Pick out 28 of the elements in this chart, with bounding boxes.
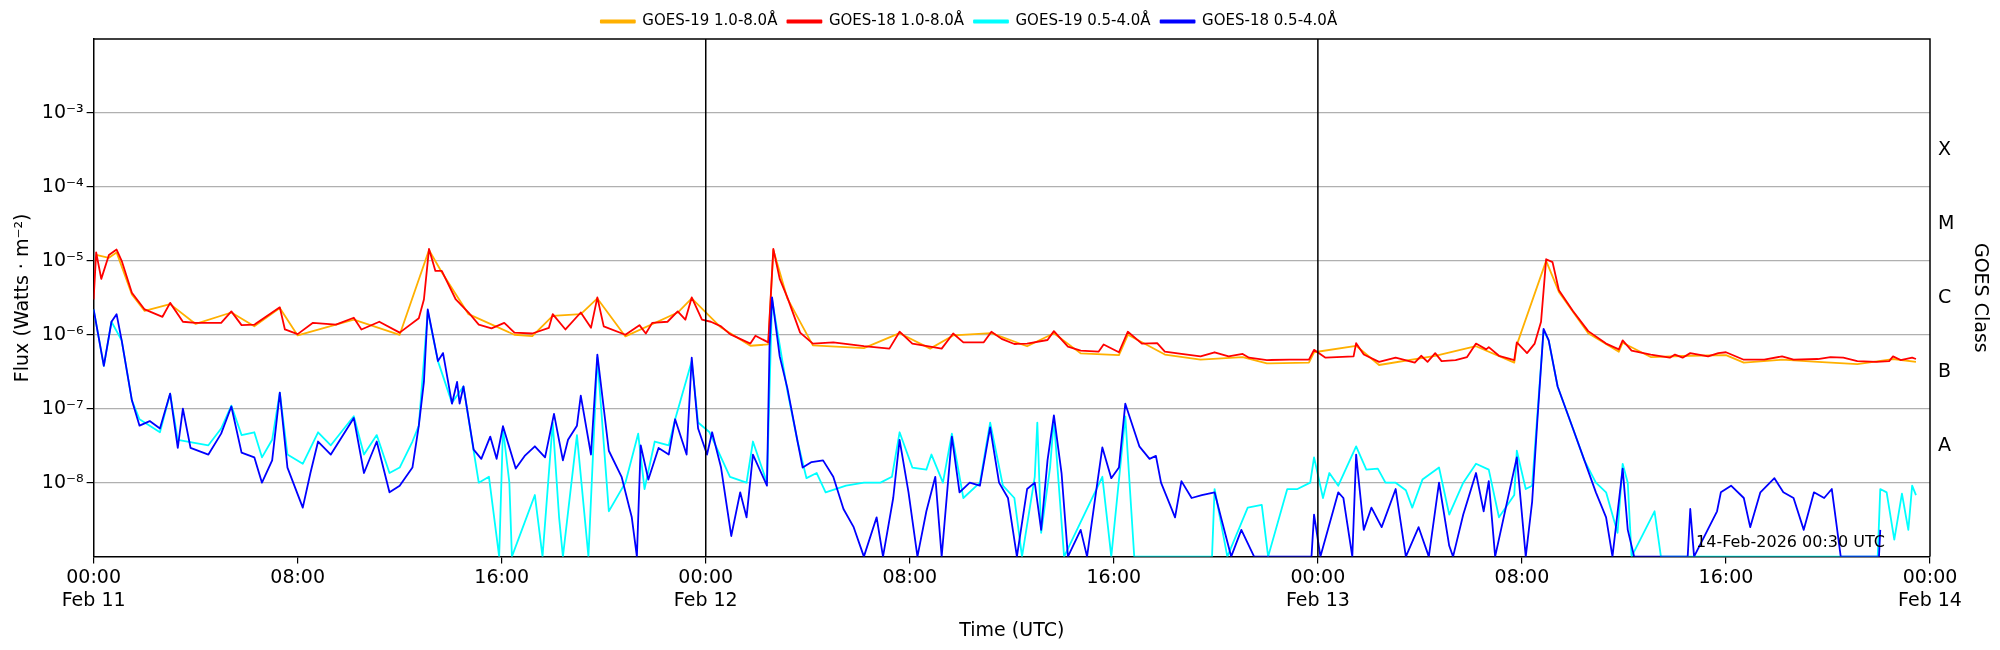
y-tick-label: 10⁻³: [41, 99, 84, 122]
y2-axis-title: GOES Class: [1971, 242, 1994, 353]
legend-label: GOES-18 0.5-4.0Å: [1202, 10, 1338, 30]
y-axis-title: Flux (Watts · m⁻²): [10, 213, 33, 383]
x-tick-label: 00:00 Feb 13: [1285, 564, 1350, 610]
x-tick-label: 00:00 Feb 11: [61, 564, 126, 610]
x-tick-label: 00:00 Feb 12: [673, 564, 738, 610]
text: B: [1938, 358, 1952, 381]
x-tick-label: 16:00: [1086, 564, 1142, 587]
text: C: [1938, 284, 1952, 307]
x-tick-label: 08:00: [1494, 564, 1550, 587]
x-axis-title: Time (UTC): [958, 617, 1065, 640]
legend-label: GOES-19 1.0-8.0Å: [642, 10, 779, 30]
text: M: [1938, 210, 1955, 233]
legend-label: GOES-19 0.5-4.0Å: [1015, 10, 1152, 30]
x-tick-label: 16:00: [474, 564, 530, 587]
y-tick-label: 10⁻⁶: [41, 321, 84, 344]
x-tick-label: 08:00: [882, 564, 938, 587]
x-tick-label: 16:00: [1698, 564, 1754, 587]
text: X: [1938, 136, 1952, 159]
y-tick-label: 10⁻⁷: [41, 395, 84, 418]
x-tick-label: 00:00 Feb 14: [1898, 564, 1962, 610]
y-tick-label: 10⁻⁵: [41, 247, 84, 270]
y-tick-label: 10⁻⁸: [41, 469, 84, 492]
x-tick-label: 08:00: [270, 564, 326, 587]
y-tick-label: 10⁻⁴: [41, 173, 84, 196]
legend-label: GOES-18 1.0-8.0Å: [828, 10, 965, 30]
text: A: [1938, 432, 1951, 455]
